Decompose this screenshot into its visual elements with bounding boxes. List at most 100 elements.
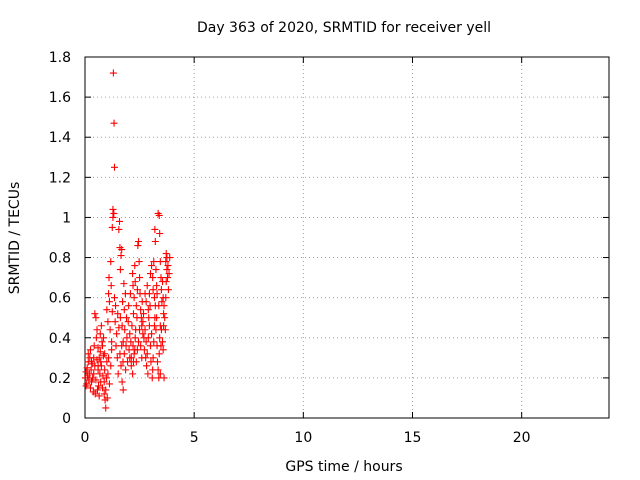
data-point xyxy=(95,382,103,390)
data-point xyxy=(92,334,100,342)
data-point xyxy=(105,290,113,298)
data-point xyxy=(157,274,165,282)
data-point xyxy=(152,266,160,274)
data-point xyxy=(141,326,149,334)
data-point xyxy=(102,404,110,412)
y-tick-label: 0 xyxy=(62,411,71,427)
data-point xyxy=(135,258,143,266)
data-point xyxy=(140,310,148,318)
data-point xyxy=(144,370,152,378)
y-axis-title: SRMTID / TECUs xyxy=(7,182,23,295)
data-point xyxy=(112,302,120,310)
data-point xyxy=(104,370,112,378)
data-point xyxy=(129,370,137,378)
x-tick-label: 10 xyxy=(294,430,312,446)
data-point xyxy=(105,274,113,282)
data-point xyxy=(90,370,98,378)
data-point xyxy=(95,392,103,400)
data-point xyxy=(148,262,156,270)
axis-ticks: 0 0.2 0.4 0.6 0.8 1 1.2 1.4 1.6 1.8 0 5 10 15 20 xyxy=(49,50,609,446)
data-point xyxy=(90,342,98,350)
data-point xyxy=(122,366,130,374)
data-point xyxy=(82,382,90,390)
data-point xyxy=(113,330,121,338)
data-point xyxy=(122,314,130,322)
data-point xyxy=(162,250,170,258)
data-point xyxy=(160,310,168,318)
data-point xyxy=(118,342,126,350)
data-point xyxy=(130,350,138,358)
data-point xyxy=(88,378,96,386)
data-point xyxy=(119,386,127,394)
data-point xyxy=(155,211,163,219)
data-point xyxy=(137,314,145,322)
data-point xyxy=(119,358,127,366)
data-points xyxy=(81,69,174,412)
data-point xyxy=(94,344,102,352)
data-point xyxy=(115,225,123,233)
data-point xyxy=(96,348,104,356)
data-point xyxy=(156,370,164,378)
data-point xyxy=(127,338,135,346)
data-point xyxy=(142,338,150,346)
data-point xyxy=(96,330,104,338)
data-point xyxy=(131,262,139,270)
data-point xyxy=(121,326,129,334)
data-point xyxy=(117,362,125,370)
data-point xyxy=(107,282,115,290)
data-point xyxy=(116,314,124,322)
data-point xyxy=(109,69,117,77)
data-point xyxy=(100,334,108,342)
data-point xyxy=(120,306,128,314)
data-point xyxy=(103,394,111,402)
data-point xyxy=(86,384,94,392)
data-point xyxy=(104,318,112,326)
data-point xyxy=(150,258,158,266)
data-point xyxy=(124,318,132,326)
y-tick-label: 0.2 xyxy=(49,371,71,387)
data-point xyxy=(110,163,118,171)
data-point xyxy=(144,334,152,342)
data-point xyxy=(132,302,140,310)
data-point xyxy=(159,346,167,354)
data-point xyxy=(127,362,135,370)
data-point xyxy=(119,338,127,346)
data-point xyxy=(145,290,153,298)
data-point xyxy=(143,282,151,290)
data-point xyxy=(117,252,125,260)
data-point xyxy=(150,338,158,346)
data-point xyxy=(118,246,126,254)
data-point xyxy=(86,346,94,354)
data-point xyxy=(107,258,115,266)
data-point xyxy=(114,370,122,378)
data-point xyxy=(128,322,136,330)
data-point xyxy=(150,294,158,302)
chart-title: Day 363 of 2020, SRMTID for receiver yel… xyxy=(197,20,491,36)
data-point xyxy=(162,294,170,302)
x-tick-label: 0 xyxy=(81,430,90,446)
data-point xyxy=(109,205,117,213)
data-point xyxy=(153,358,161,366)
data-point xyxy=(149,274,157,282)
data-point xyxy=(93,326,101,334)
data-point xyxy=(160,322,168,330)
data-point xyxy=(91,390,99,398)
data-point xyxy=(165,270,173,278)
data-point xyxy=(153,314,161,322)
data-point xyxy=(100,378,108,386)
data-point xyxy=(106,326,114,334)
data-point xyxy=(131,278,139,286)
data-point xyxy=(108,223,116,231)
data-point xyxy=(91,310,99,318)
data-point xyxy=(148,374,156,382)
data-point xyxy=(137,342,145,350)
data-point xyxy=(98,342,106,350)
data-point xyxy=(126,290,134,298)
data-point xyxy=(113,354,121,362)
data-point xyxy=(88,358,96,366)
data-point xyxy=(162,258,170,266)
data-point xyxy=(166,254,174,262)
data-point xyxy=(93,386,101,394)
data-point xyxy=(149,286,157,294)
data-point xyxy=(149,354,157,362)
